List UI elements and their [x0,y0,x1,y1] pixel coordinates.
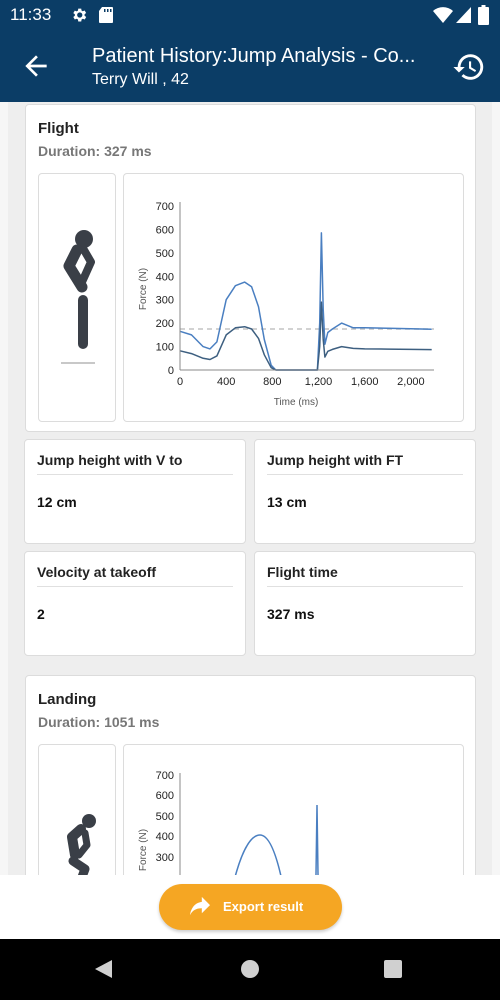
gear-icon [70,6,88,29]
y-tick-label: 500 [156,248,174,260]
metric-value: 13 cm [267,494,307,510]
metric-label: Velocity at takeoff [37,564,157,580]
landing-force-curve [234,834,282,875]
history-icon[interactable] [452,50,486,84]
status-bar: 11:33 [0,0,500,30]
landing-y-axis-label: Force (N) [138,829,149,871]
back-triangle-icon[interactable] [94,959,114,984]
y-tick-label: 0 [168,365,174,377]
content-scroll-area[interactable]: Flight Duration: 327 ms 0 100 200 300 400 500… [0,102,500,875]
metric-value: 2 [37,606,45,622]
y-tick-label: 400 [156,271,174,283]
x-tick-label: 400 [217,376,235,388]
landing-card: Landing Duration: 1051 ms 700 600 500 40… [25,675,476,875]
export-result-button[interactable]: Export result [159,884,342,930]
y-tick-label: 600 [156,790,174,802]
flight-force-chart: 0 100 200 300 400 500 600 700 0 400 800 1,200 1,600… [138,201,434,408]
flight-duration: Duration: 327 ms [38,143,152,159]
landing-force-spike [315,804,319,875]
divider [267,474,463,475]
flight-pose-box [38,173,116,422]
export-result-label: Export result [223,899,304,914]
metric-card-jump-height-v: Jump height with V to 12 cm [24,439,246,544]
metric-label: Jump height with V to [37,452,183,468]
divider [37,586,233,587]
status-time: 11:33 [10,5,52,24]
signal-icon [456,6,472,29]
x-tick-label: 1,200 [305,376,333,388]
flight-title: Flight [38,120,79,137]
y-tick-label: 300 [156,295,174,307]
y-tick-label: 700 [156,201,174,213]
home-circle-icon[interactable] [240,959,260,984]
y-tick-label: 400 [156,831,174,843]
metric-label: Flight time [267,564,338,580]
metric-value: 12 cm [37,494,77,510]
landing-chart-box: 700 600 500 400 300 Force (N) [123,744,464,875]
y-tick-label: 300 [156,852,174,864]
battery-icon [478,5,489,30]
divider [37,474,233,475]
x-tick-label: 0 [177,376,183,388]
x-tick-label: 1,600 [351,376,379,388]
flight-card: Flight Duration: 327 ms 0 100 200 300 400 500… [25,104,476,432]
flight-y-axis-label: Force (N) [138,268,149,310]
metric-value: 327 ms [267,606,315,622]
app-bar: Patient History:Jump Analysis - Co... Te… [0,30,500,102]
y-tick-label: 100 [156,342,174,354]
back-arrow-icon[interactable] [20,50,52,82]
y-tick-label: 200 [156,318,174,330]
y-tick-label: 700 [156,770,174,782]
metric-card-velocity: Velocity at takeoff 2 [24,551,246,656]
metric-label: Jump height with FT [267,452,404,468]
y-tick-label: 600 [156,224,174,236]
landing-pose-icon [67,814,96,875]
y-tick-label: 500 [156,811,174,823]
metric-card-flight-time: Flight time 327 ms [254,551,476,656]
metric-card-jump-height-ft: Jump height with FT 13 cm [254,439,476,544]
flight-pose-icon [61,230,95,364]
landing-pose-box [38,744,116,875]
divider [267,586,463,587]
landing-force-chart: 700 600 500 400 300 Force (N) [138,770,319,875]
share-arrow-icon [189,896,211,921]
sd-card-icon [98,6,114,29]
flight-x-axis-label: Time (ms) [274,397,319,408]
flight-chart-box: 0 100 200 300 400 500 600 700 0 400 800 1,200 1,600… [123,173,464,422]
wifi-icon [433,6,453,29]
system-nav-bar [0,939,500,1000]
page-title: Patient History:Jump Analysis - Co... [92,45,416,67]
landing-y-ticks: 700 600 500 400 300 [156,770,174,864]
x-tick-label: 2,000 [397,376,425,388]
x-tick-label: 800 [263,376,281,388]
landing-duration: Duration: 1051 ms [38,714,160,730]
landing-title: Landing [38,691,97,708]
patient-subtitle: Terry Will , 42 [92,71,189,88]
action-bar: Export result [0,875,500,939]
recents-square-icon[interactable] [384,960,402,983]
